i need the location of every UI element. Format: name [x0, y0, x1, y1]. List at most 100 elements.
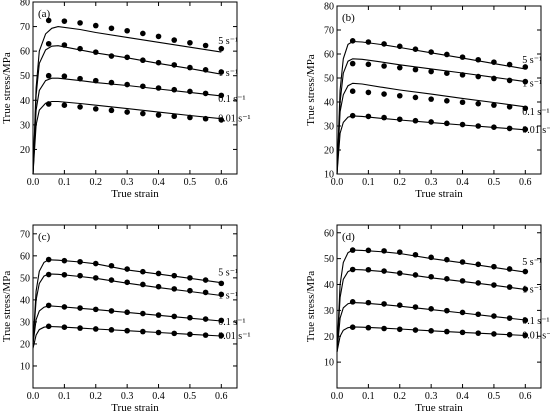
data-point [365, 89, 372, 96]
series-0: 5 s⁻¹ [336, 38, 542, 175]
x-tick-label: 0.0 [27, 391, 40, 402]
data-point [522, 286, 529, 292]
data-point [428, 49, 434, 55]
series-curve [336, 58, 526, 175]
data-point [349, 88, 356, 94]
data-point [444, 256, 450, 263]
data-point [506, 284, 513, 290]
data-point [108, 107, 115, 114]
data-point [202, 277, 209, 283]
y-tick-label: 30 [324, 306, 334, 317]
data-point [124, 327, 130, 334]
data-point [108, 262, 115, 269]
series-curve [32, 26, 222, 175]
data-point [475, 56, 482, 63]
data-point [124, 27, 130, 34]
data-point [124, 266, 130, 272]
data-point [108, 277, 115, 283]
data-point [92, 260, 99, 267]
data-point [381, 41, 387, 47]
x-axis-title: True strain [111, 402, 159, 414]
x-tick-label: 0.1 [362, 177, 375, 188]
x-tick-label: 0.2 [394, 391, 407, 402]
x-tick-label: 0.1 [362, 391, 375, 402]
x-tick-label: 0.4 [456, 177, 469, 188]
chart-panel-a: 0.0 0.1 0.2 0.3 0.4 0.5 0.6 20 30 40 50 60 70 80 True … [1, 0, 250, 200]
data-point [77, 272, 83, 279]
data-point [444, 307, 450, 314]
y-axis-title: True stress/MPa [305, 54, 317, 126]
y-tick-label: 30 [324, 122, 334, 133]
data-point [522, 126, 529, 133]
y-tick-label: 60 [20, 47, 30, 58]
data-point [45, 271, 52, 278]
y-tick-label: 50 [20, 273, 30, 284]
x-tick-label: 0.1 [58, 177, 71, 188]
data-point [140, 30, 146, 37]
series-label: 5 s⁻¹ [218, 268, 238, 279]
data-point [428, 254, 434, 261]
data-point [77, 104, 83, 110]
series-3: 0.01 s⁻¹ [32, 100, 250, 175]
data-point [459, 54, 466, 60]
data-point [108, 79, 115, 86]
data-point [365, 247, 372, 254]
x-tick-label: 0.2 [90, 391, 103, 402]
data-point [45, 17, 52, 24]
data-point [77, 325, 83, 331]
data-point [140, 281, 146, 288]
data-point [349, 38, 356, 44]
data-point [92, 22, 99, 29]
series-2: 0.1 s⁻¹ [336, 82, 549, 175]
series-label: 0.01 s⁻¹ [218, 114, 250, 125]
plot-frame [336, 5, 542, 175]
x-tick-label: 0.6 [215, 177, 228, 188]
data-point [522, 268, 529, 275]
data-point [444, 98, 450, 104]
data-point [428, 68, 434, 75]
x-tick-label: 0.3 [425, 391, 438, 402]
data-point [171, 113, 178, 120]
data-point [365, 113, 372, 120]
series-label: 5 s⁻¹ [522, 257, 542, 268]
x-tick-label: 0.6 [519, 391, 532, 402]
data-point [218, 332, 225, 339]
data-point [61, 271, 68, 278]
x-tick-label: 0.2 [394, 177, 407, 188]
data-point [381, 91, 387, 97]
data-point [522, 317, 529, 324]
data-point [475, 100, 482, 107]
data-point [349, 266, 356, 273]
data-point [45, 40, 52, 47]
series-3: 0.01 s⁻¹ [336, 324, 550, 352]
data-point [218, 92, 225, 99]
x-tick-label: 0.1 [58, 391, 71, 402]
data-point [475, 311, 482, 318]
y-tick-label: 30 [20, 317, 30, 328]
data-point [140, 328, 146, 335]
panel-label: (a) [38, 8, 51, 20]
data-point [459, 329, 466, 336]
data-point [365, 324, 372, 331]
data-point [124, 54, 130, 61]
x-tick-label: 0.2 [90, 177, 103, 188]
data-point [396, 270, 403, 276]
data-point [365, 299, 372, 306]
series-curve [32, 273, 222, 344]
x-tick-label: 0.4 [152, 177, 165, 188]
data-point [218, 291, 225, 298]
x-axis-title: True strain [415, 402, 463, 414]
data-point [412, 94, 419, 101]
data-point [412, 66, 419, 73]
data-point [428, 96, 434, 102]
data-point [187, 314, 193, 321]
series-label: 0.01 s⁻¹ [522, 330, 550, 341]
data-point [155, 59, 162, 66]
series-label: 0.01 s⁻¹ [522, 125, 550, 136]
data-point [475, 123, 482, 129]
data-point [365, 61, 372, 68]
y-tick-label: 50 [324, 74, 334, 85]
series-curve [336, 115, 526, 175]
data-point [491, 75, 497, 82]
